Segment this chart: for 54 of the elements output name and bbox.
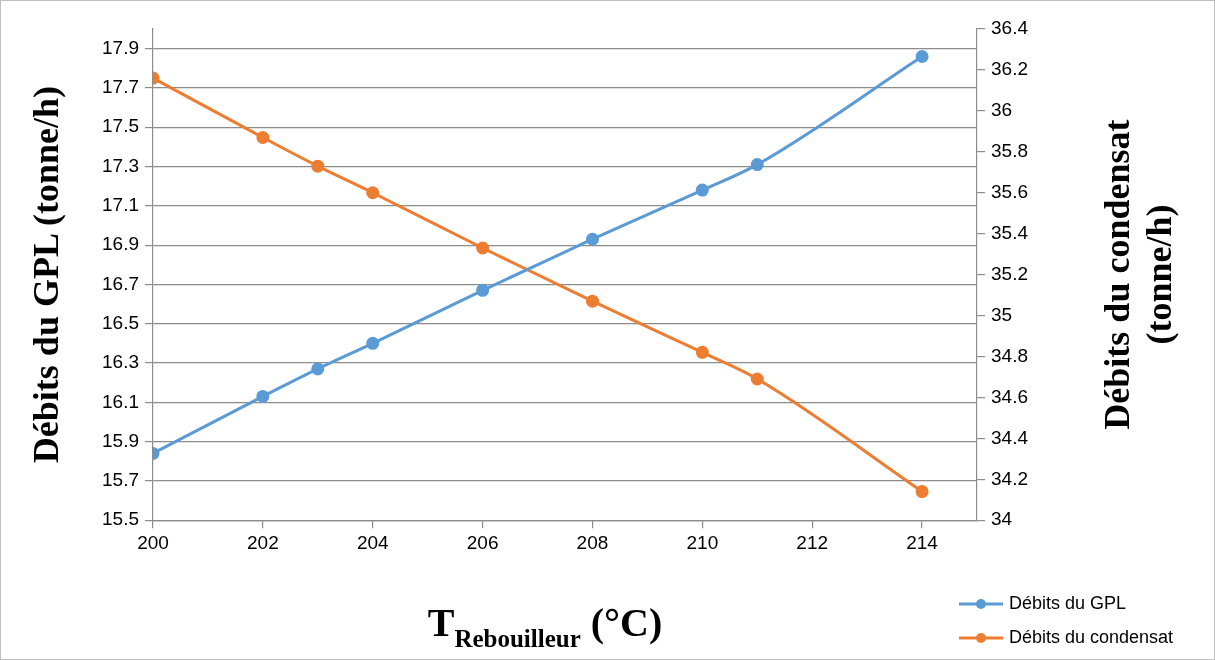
y-tick-label: 16.1 xyxy=(102,390,139,412)
x-tick-label: 204 xyxy=(356,531,390,553)
y-tick-label: 16.5 xyxy=(102,311,139,333)
x-tick-label: 208 xyxy=(576,531,609,553)
y2-axis-title: Débits du condensat (tonne/h) xyxy=(1097,119,1180,430)
y-tick-label: 15.9 xyxy=(102,429,139,451)
y2-tick-label: 35 xyxy=(991,303,1013,325)
point xyxy=(695,183,709,197)
y2-tick-label: 34.6 xyxy=(991,385,1028,407)
x-tick-label: 210 xyxy=(686,531,719,553)
y-tick-label: 17.5 xyxy=(102,115,139,137)
x-tick-label: 200 xyxy=(137,531,169,553)
x-tick-label: 206 xyxy=(466,531,499,553)
y-tick-label: 17.1 xyxy=(102,194,139,216)
y-tick-label: 15.7 xyxy=(102,469,139,491)
point xyxy=(695,345,709,359)
y-tick-label: 17.3 xyxy=(102,154,139,176)
y2-tick-label: 35.8 xyxy=(991,140,1028,162)
x-tick-label: 212 xyxy=(796,531,829,553)
y2-tick-label: 36 xyxy=(991,99,1013,121)
y-tick-label: 16.7 xyxy=(102,272,139,294)
y2-tick-label: 36.2 xyxy=(991,58,1028,80)
y2-tick-label: 34.2 xyxy=(991,467,1028,489)
point xyxy=(311,362,325,376)
point xyxy=(585,294,599,308)
point xyxy=(750,158,764,172)
point xyxy=(366,336,380,350)
x-tick-label: 202 xyxy=(247,531,279,553)
y2-tick-label: 34 xyxy=(991,508,1013,530)
point xyxy=(311,159,325,173)
x-tick-label: 214 xyxy=(906,531,939,553)
point xyxy=(366,186,380,200)
y2-tick-label: 34.4 xyxy=(991,426,1029,448)
y-tick-label: 16.3 xyxy=(102,351,139,373)
point xyxy=(750,372,764,386)
y2-tick-label: 36.4 xyxy=(991,17,1029,39)
point xyxy=(476,283,490,297)
point xyxy=(256,130,270,144)
y2-tick-label: 34.8 xyxy=(991,344,1028,366)
point xyxy=(585,232,599,246)
y-axis-title: Débits du GPL (tonne/h) xyxy=(26,86,67,464)
y2-tick-label: 35.4 xyxy=(991,221,1029,243)
point xyxy=(476,241,490,255)
legend-label: Débits du condensat xyxy=(1009,626,1174,647)
y-tick-label: 15.5 xyxy=(102,508,139,530)
y2-tick-label: 35.6 xyxy=(991,180,1028,202)
point xyxy=(915,485,929,499)
y-tick-label: 17.7 xyxy=(102,76,139,98)
legend-label: Débits du GPL xyxy=(1009,592,1127,613)
point xyxy=(915,50,929,64)
y2-tick-label: 35.2 xyxy=(991,262,1028,284)
y-tick-label: 16.9 xyxy=(102,233,139,255)
point xyxy=(256,389,270,403)
y-tick-label: 17.9 xyxy=(102,36,139,58)
